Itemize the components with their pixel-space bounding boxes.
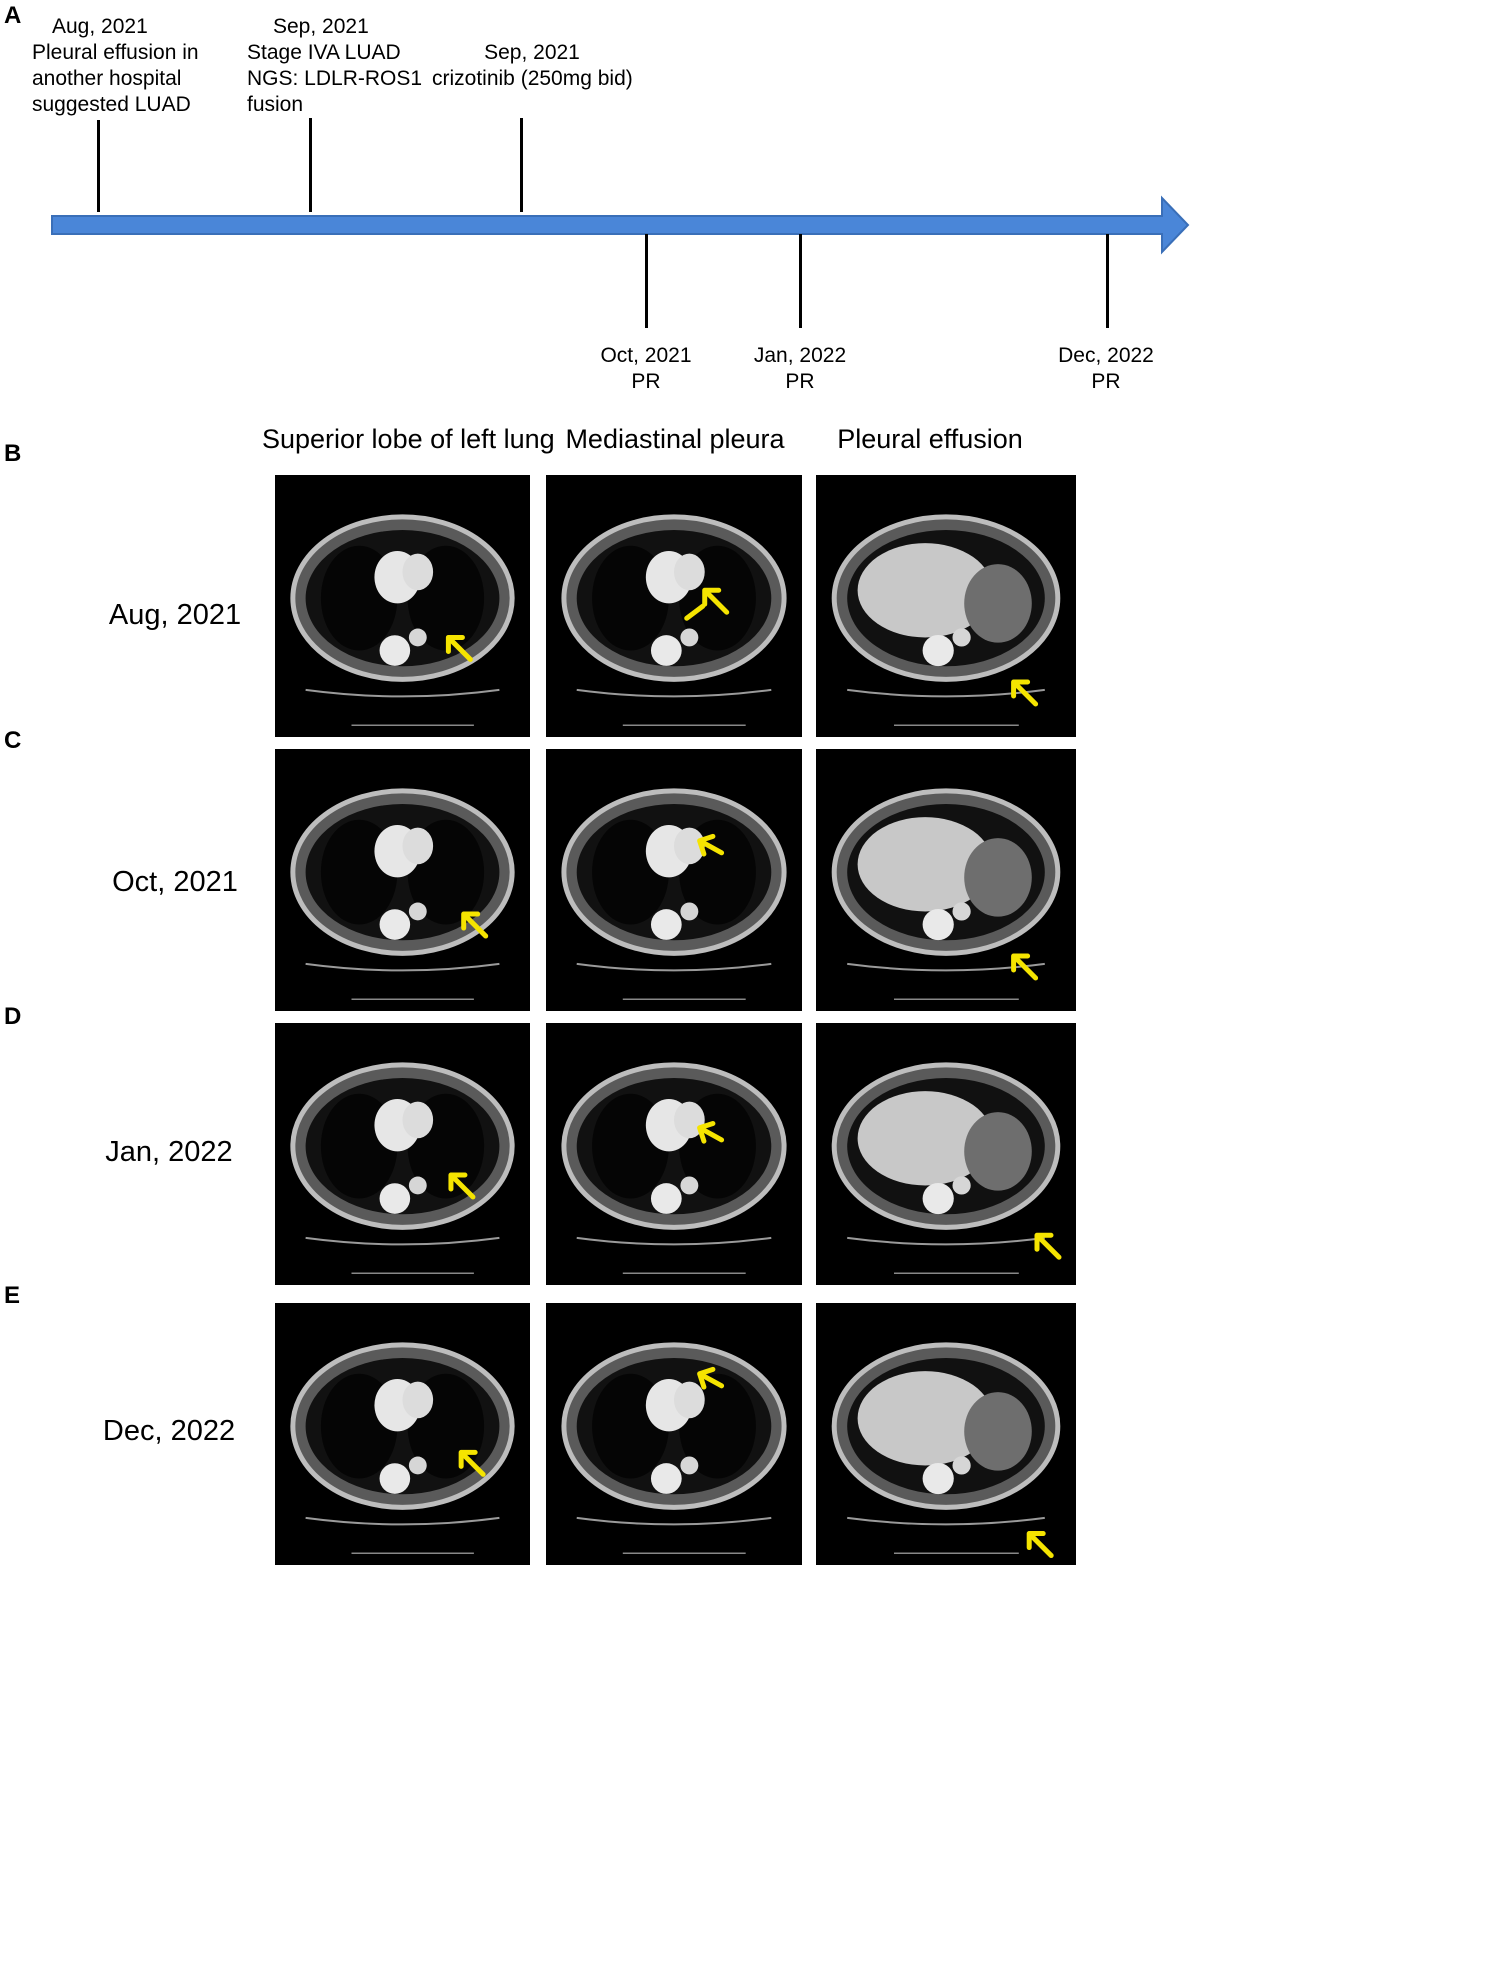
yellow-arrow-icon <box>1026 1531 1054 1559</box>
yellow-arrow-icon <box>1034 1232 1062 1260</box>
row-label-oct-2021: Oct, 2021 <box>112 866 238 898</box>
ct-scan-superior-lobe-aug-2021 <box>275 475 530 737</box>
panel-label-c: C <box>4 727 22 754</box>
yellow-arrow-icon <box>448 1172 476 1200</box>
yellow-arrow-icon <box>445 634 473 662</box>
row-label-dec-2022: Dec, 2022 <box>102 1415 236 1447</box>
column-header-superior-lobe: Superior lobe of left lung <box>262 424 555 454</box>
yellow-arrow-icon <box>697 1120 725 1144</box>
ct-scan-superior-lobe-jan-2022 <box>275 1023 530 1285</box>
ct-scan-superior-lobe-dec-2022 <box>275 1303 530 1565</box>
event-label-oct-2021: Oct, 2021 PR <box>600 344 692 393</box>
event-tick-oct-2021 <box>645 234 648 328</box>
event-label-jan-2022: Jan, 2022 PR <box>753 344 847 393</box>
event-label-sep-2021-diagnosis: Sep, 2021 Stage IVA LUAD NGS: LDLR-ROS1 … <box>247 15 423 116</box>
yellow-arrow-icon <box>697 1366 725 1390</box>
timeline-arrow <box>51 195 1190 255</box>
column-header-mediastinal-pleura: Mediastinal pleura <box>565 424 785 454</box>
event-tick-jan-2022 <box>799 234 802 328</box>
ct-scan-mediastinal-pleura-oct-2021 <box>546 749 802 1011</box>
event-label-aug-2021: Aug, 2021 Pleural effusion in another ho… <box>32 15 199 116</box>
column-header-pleural-effusion: Pleural effusion <box>837 424 1023 454</box>
event-tick-sep-2021-diagnosis <box>309 118 312 212</box>
yellow-arrow-icon <box>697 833 725 857</box>
ct-scan-mediastinal-pleura-jan-2022 <box>546 1023 802 1285</box>
ct-scan-pleural-effusion-aug-2021 <box>816 475 1076 737</box>
panel-label-e: E <box>4 1282 21 1309</box>
row-label-jan-2022: Jan, 2022 <box>105 1136 233 1168</box>
ct-scan-mediastinal-pleura-dec-2022 <box>546 1303 802 1565</box>
event-tick-sep-2021-crizotinib <box>520 118 523 212</box>
ct-scan-mediastinal-pleura-aug-2021 <box>546 475 802 737</box>
yellow-arrow-icon <box>458 1449 486 1477</box>
event-tick-aug-2021 <box>97 120 100 212</box>
ct-scan-pleural-effusion-jan-2022 <box>816 1023 1076 1285</box>
panel-label-d: D <box>4 1003 22 1030</box>
ct-scan-pleural-effusion-dec-2022 <box>816 1303 1076 1565</box>
event-tick-dec-2022 <box>1106 234 1109 328</box>
panel-label-a: A <box>4 2 22 29</box>
yellow-arrow-icon <box>1011 953 1039 981</box>
yellow-arrow-icon <box>461 911 489 939</box>
event-label-dec-2022: Dec, 2022 PR <box>1058 344 1154 393</box>
ct-scan-pleural-effusion-oct-2021 <box>816 749 1076 1011</box>
row-label-aug-2021: Aug, 2021 <box>108 599 242 631</box>
yellow-arrow-icon <box>1011 679 1039 707</box>
panel-label-b: B <box>4 440 22 467</box>
event-label-sep-2021-crizotinib: Sep, 2021 crizotinib (250mg bid) <box>432 41 633 90</box>
ct-scan-superior-lobe-oct-2021 <box>275 749 530 1011</box>
yellow-arrow-icon <box>684 587 730 621</box>
